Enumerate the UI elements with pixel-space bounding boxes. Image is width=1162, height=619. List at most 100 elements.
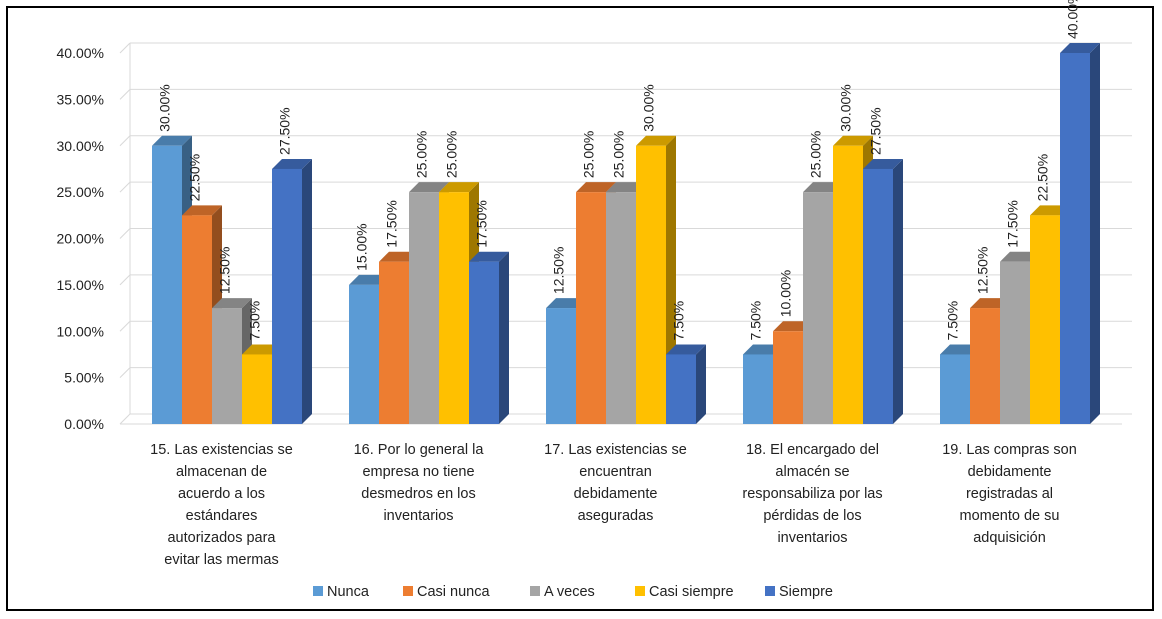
- bar: [379, 261, 409, 424]
- legend-swatch: [530, 586, 540, 596]
- bar: [469, 261, 499, 424]
- bar-top: [833, 135, 873, 146]
- data-label: 7.50%: [748, 301, 764, 341]
- bar: [182, 215, 212, 424]
- gridline-diagonal: [119, 367, 131, 378]
- bar-top: [409, 182, 449, 193]
- y-tick-label: 5.00%: [64, 370, 104, 386]
- bar-top: [469, 251, 509, 262]
- bar: [833, 145, 863, 424]
- bar: [212, 308, 242, 424]
- bars: [152, 43, 1100, 424]
- y-tick-label: 30.00%: [57, 138, 104, 154]
- data-label: 30.00%: [838, 84, 854, 131]
- bar: [152, 145, 182, 424]
- bar-top: [439, 182, 479, 193]
- y-tick-label: 35.00%: [57, 91, 104, 107]
- bar-top: [152, 135, 192, 146]
- bar: [743, 354, 773, 424]
- bar: [576, 192, 606, 424]
- legend-label: Siempre: [779, 584, 833, 600]
- y-tick-label: 0.00%: [64, 416, 104, 432]
- bar: [970, 308, 1000, 424]
- legend-swatch: [313, 586, 323, 596]
- category-label: 15. Las existencias se almacenan de acuerd…: [150, 442, 293, 568]
- data-label: 22.50%: [187, 154, 203, 201]
- y-tick-label: 40.00%: [57, 45, 104, 61]
- bar-top: [666, 344, 706, 355]
- category-label: 19. Las compras son debidamente registrada…: [942, 442, 1077, 546]
- legend: Nunca Casi nunca A veces Casi siempre Siempr…: [313, 584, 833, 600]
- gridline-diagonal: [119, 274, 131, 286]
- data-label: 40.00%: [1065, 0, 1081, 39]
- gridline-diagonal: [119, 89, 131, 100]
- legend-label: Nunca: [327, 584, 370, 600]
- gridline-diagonal: [119, 42, 131, 54]
- category-labels: 15. Las existencias se almacenan de acuerd…: [150, 442, 1077, 568]
- gridline-diagonal: [119, 320, 131, 332]
- gridline-diagonal: [119, 181, 131, 193]
- bar-top: [1060, 43, 1100, 53]
- bar-side: [499, 251, 509, 424]
- data-label: 30.00%: [157, 84, 173, 131]
- y-tick-label: 15.00%: [57, 277, 104, 293]
- data-label: 10.00%: [778, 270, 794, 317]
- legend-label: Casi siempre: [649, 584, 734, 600]
- bar-side: [696, 344, 706, 424]
- bar: [1030, 215, 1060, 424]
- data-label: 17.50%: [1005, 200, 1021, 247]
- data-label: 25.00%: [444, 131, 460, 178]
- bar: [1000, 261, 1030, 424]
- y-axis: 0.00% 5.00% 10.00% 15.00% 20.00% 25.00% 30.00%…: [57, 45, 104, 432]
- bar: [546, 308, 576, 424]
- data-labels: 30.00% 22.50% 12.50% 7.50% 27.50% 15.00% 17.50…: [157, 0, 1081, 340]
- data-label: 27.50%: [868, 107, 884, 154]
- gridline-diagonal: [119, 228, 131, 239]
- category-label: 18. El encargado del almacén se responsabi…: [742, 442, 882, 546]
- data-label: 25.00%: [581, 131, 597, 178]
- bar-side: [302, 158, 312, 424]
- data-label: 22.50%: [1035, 154, 1051, 201]
- y-tick-label: 25.00%: [57, 184, 104, 200]
- bar: [439, 192, 469, 424]
- y-tick-label: 20.00%: [57, 231, 104, 247]
- bar-top: [272, 158, 312, 169]
- gridline-diagonal: [119, 413, 131, 425]
- y-tick-label: 10.00%: [57, 323, 104, 339]
- category-label: 17. Las existencias se encuentran debidame…: [544, 442, 687, 524]
- data-label: 12.50%: [551, 247, 567, 294]
- data-label: 12.50%: [975, 247, 991, 294]
- data-label: 7.50%: [945, 301, 961, 341]
- data-label: 15.00%: [354, 223, 370, 270]
- legend-label: A veces: [544, 584, 595, 600]
- legend-swatch: [403, 586, 413, 596]
- bar-side: [893, 158, 903, 424]
- bar-top: [182, 205, 222, 216]
- bar-top: [576, 182, 616, 193]
- bar: [242, 354, 272, 424]
- data-label: 27.50%: [277, 107, 293, 154]
- bar: [1060, 53, 1090, 424]
- bar: [606, 192, 636, 424]
- bar: [773, 331, 803, 424]
- legend-swatch: [635, 586, 645, 596]
- bar-top: [212, 298, 252, 309]
- category-label: 16. Por lo general la empresa no tiene des…: [354, 442, 485, 524]
- bar-top: [863, 158, 903, 169]
- legend-swatch: [765, 586, 775, 596]
- bar: [636, 145, 666, 424]
- data-label: 17.50%: [384, 200, 400, 247]
- data-label: 7.50%: [247, 301, 263, 341]
- bar-side: [1090, 43, 1100, 424]
- bar: [940, 354, 970, 424]
- bar: [272, 168, 302, 424]
- bar: [349, 284, 379, 424]
- data-label: 17.50%: [474, 200, 490, 247]
- gridline-diagonal: [119, 135, 131, 147]
- bar: [803, 192, 833, 424]
- legend-label: Casi nunca: [417, 584, 490, 600]
- data-label: 25.00%: [611, 131, 627, 178]
- bar-top: [636, 135, 676, 146]
- data-label: 25.00%: [808, 131, 824, 178]
